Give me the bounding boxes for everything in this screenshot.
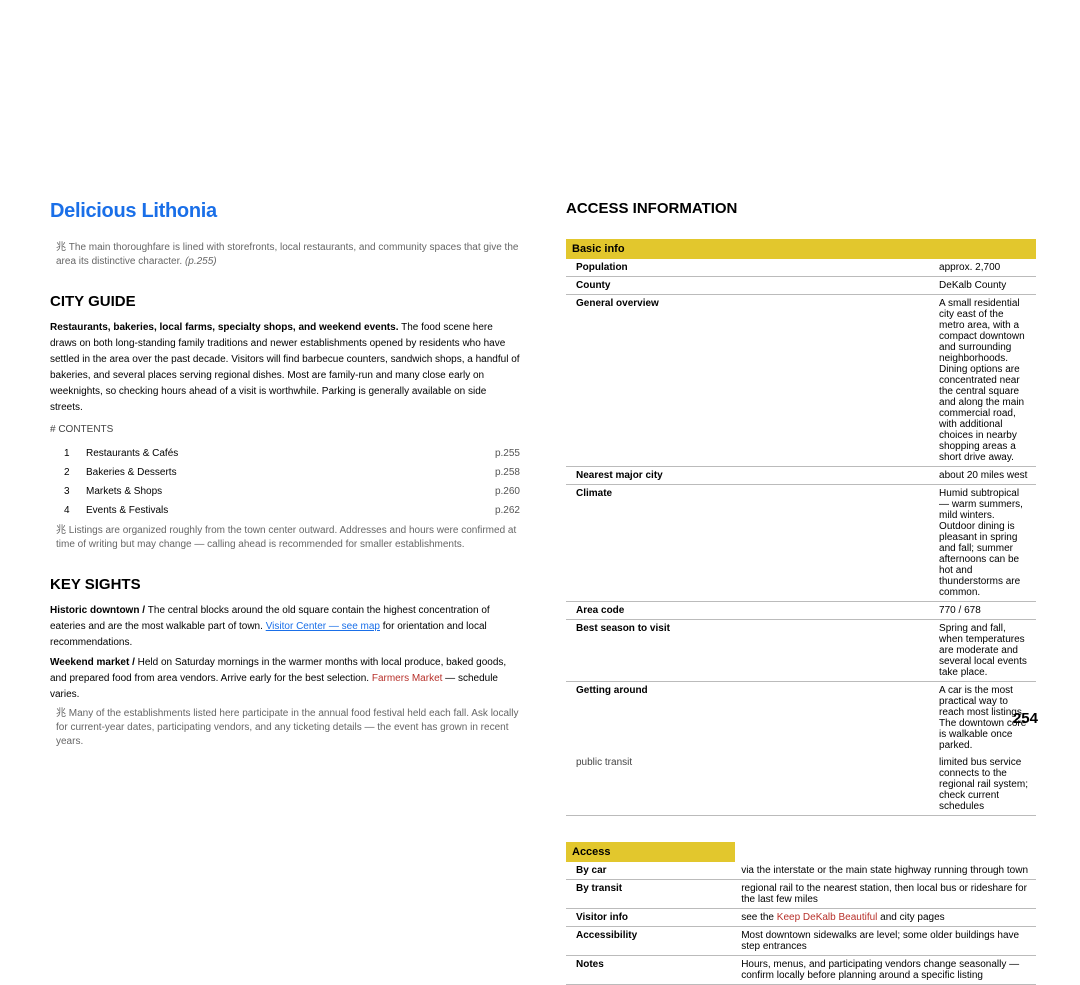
list-label: Markets & Shops <box>86 482 162 501</box>
section-heading-city-guide: CITY GUIDE <box>50 293 520 310</box>
external-link[interactable]: Keep DeKalb Beautiful <box>777 912 878 923</box>
row-label: Area code <box>566 602 933 620</box>
basic-info-table: Basic info Populationapprox. 2,700 Count… <box>566 239 1036 816</box>
photo-caption: 兆 The main thoroughfare is lined with st… <box>56 241 520 269</box>
table-row: CountyDeKalb County <box>566 277 1036 295</box>
sight-line: Weekend market / Held on Saturday mornin… <box>50 655 520 703</box>
intro-lead-bold: Restaurants, bakeries, local farms, spec… <box>50 322 398 333</box>
list-number: 3 <box>64 482 74 501</box>
list-number: 2 <box>64 463 74 482</box>
list-item: 1 Restaurants & Cafés p.255 <box>64 444 520 463</box>
caption-text: The main thoroughfare is lined with stor… <box>56 242 518 267</box>
row-value: Spring and fall, when temperatures are m… <box>933 620 1036 682</box>
table-row: Populationapprox. 2,700 <box>566 259 1036 277</box>
row-value: DeKalb County <box>933 277 1036 295</box>
sight-line: Historic downtown / The central blocks a… <box>50 603 520 651</box>
right-column: ACCESS INFORMATION Basic info Population… <box>566 60 1036 985</box>
table-row: NotesHours, menus, and participating ven… <box>566 956 1036 985</box>
row-value: 770 / 678 <box>933 602 1036 620</box>
page-title: Delicious Lithonia <box>50 200 520 223</box>
table-row: Visitor infosee the Keep DeKalb Beautifu… <box>566 909 1036 927</box>
row-label: By car <box>566 862 735 880</box>
visitor-center-link[interactable]: Visitor Center — see map <box>266 621 380 632</box>
row-label: Nearest major city <box>566 467 933 485</box>
row-label: Best season to visit <box>566 620 933 682</box>
table-header-row: Access <box>566 842 1036 862</box>
section-heading-key-sights: KEY SIGHTS <box>50 576 520 593</box>
list-page: p.262 <box>495 501 520 520</box>
table-row: Nearest major cityabout 20 miles west <box>566 467 1036 485</box>
table-row: General overviewA small residential city… <box>566 295 1036 467</box>
table-header-spacer <box>735 842 1036 862</box>
list-label: Events & Festivals <box>86 501 168 520</box>
sight-name: Historic downtown / <box>50 605 148 616</box>
row-label: By transit <box>566 880 735 909</box>
row-value: approx. 2,700 <box>933 259 1036 277</box>
farmers-market-link[interactable]: Farmers Market <box>372 673 443 684</box>
table-subrow: public transitlimited bus service connec… <box>566 754 1036 816</box>
list-item: 4 Events & Festivals p.262 <box>64 501 520 520</box>
list-number: 4 <box>64 501 74 520</box>
subrow-label: public transit <box>566 754 933 816</box>
table-row: By carvia the interstate or the main sta… <box>566 862 1036 880</box>
page-number: 254 <box>1013 710 1038 727</box>
list-label: Bakeries & Desserts <box>86 463 177 482</box>
footnote-prefix-icon: 兆 <box>56 708 66 719</box>
intro-paragraph: Restaurants, bakeries, local farms, spec… <box>50 320 520 416</box>
row-value: A small residential city east of the met… <box>933 295 1036 467</box>
row-label: County <box>566 277 933 295</box>
list-page: p.255 <box>495 444 520 463</box>
contents-list: 1 Restaurants & Cafés p.255 2 Bakeries & De… <box>64 444 520 520</box>
subrow-value: limited bus service connects to the regi… <box>933 754 1036 816</box>
row-label: Getting around <box>566 682 933 755</box>
caption-attrib: (p.255) <box>185 256 217 267</box>
table-row: Area code770 / 678 <box>566 602 1036 620</box>
sight-name: Weekend market / <box>50 657 138 668</box>
caption-prefix-icon: 兆 <box>56 242 66 253</box>
table-row: ClimateHumid subtropical — warm summers,… <box>566 485 1036 602</box>
row-value-post: and city pages <box>877 912 944 923</box>
row-label: Climate <box>566 485 933 602</box>
table-row: Getting aroundA car is the most practica… <box>566 682 1036 755</box>
row-label: Accessibility <box>566 927 735 956</box>
section-footnote: 兆 Many of the establishments listed here… <box>56 707 520 749</box>
list-item: 3 Markets & Shops p.260 <box>64 482 520 501</box>
access-table: Access By carvia the interstate or the m… <box>566 842 1036 985</box>
list-page: p.258 <box>495 463 520 482</box>
row-value: regional rail to the nearest station, th… <box>735 880 1036 909</box>
row-value: Most downtown sidewalks are level; some … <box>735 927 1036 956</box>
row-value: Hours, menus, and participating vendors … <box>735 956 1036 985</box>
list-number: 1 <box>64 444 74 463</box>
intro-body: The food scene here draws on both long-s… <box>50 322 520 413</box>
access-heading: ACCESS INFORMATION <box>566 200 1036 217</box>
table-row: By transitregional rail to the nearest s… <box>566 880 1036 909</box>
two-column-layout: Delicious Lithonia 兆 The main thoroughfa… <box>50 60 1030 985</box>
footnote-text: Many of the establishments listed here p… <box>56 708 518 747</box>
table-row: Best season to visitSpring and fall, whe… <box>566 620 1036 682</box>
list-item: 2 Bakeries & Desserts p.258 <box>64 463 520 482</box>
table-row: AccessibilityMost downtown sidewalks are… <box>566 927 1036 956</box>
contents-label: # CONTENTS <box>50 422 520 438</box>
list-page: p.260 <box>495 482 520 501</box>
row-label: Notes <box>566 956 735 985</box>
list-label: Restaurants & Cafés <box>86 444 178 463</box>
left-column: Delicious Lithonia 兆 The main thoroughfa… <box>50 60 520 985</box>
row-value: about 20 miles west <box>933 467 1036 485</box>
row-label: Visitor info <box>566 909 735 927</box>
footnote-prefix-icon: 兆 <box>56 525 66 536</box>
row-label: General overview <box>566 295 933 467</box>
section-footnote: 兆 Listings are organized roughly from th… <box>56 524 520 552</box>
table-header-row: Basic info <box>566 239 1036 259</box>
row-value-pre: see the <box>741 912 777 923</box>
table-header: Basic info <box>566 239 1036 259</box>
row-value: via the interstate or the main state hig… <box>735 862 1036 880</box>
row-value: see the Keep DeKalb Beautiful and city p… <box>735 909 1036 927</box>
row-value: Humid subtropical — warm summers, mild w… <box>933 485 1036 602</box>
page: Delicious Lithonia 兆 The main thoroughfa… <box>0 0 1080 763</box>
table-header: Access <box>566 842 735 862</box>
row-label: Population <box>566 259 933 277</box>
footnote-text: Listings are organized roughly from the … <box>56 525 516 550</box>
